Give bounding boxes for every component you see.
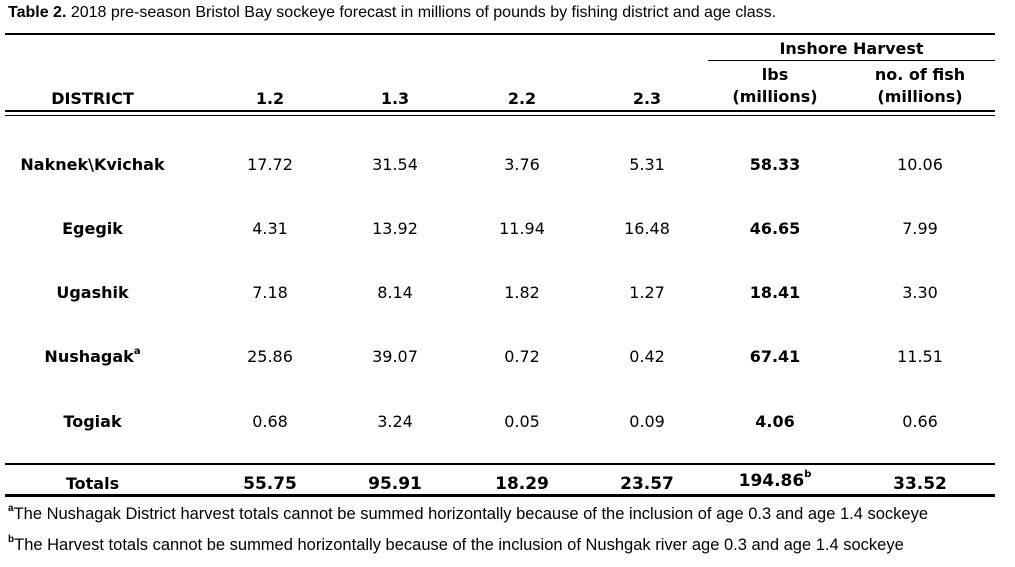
age-1-3-value: 3.24 <box>377 412 413 431</box>
age-1-3-value: 39.07 <box>372 347 418 366</box>
age-2-2-header: 2.2 <box>507 89 537 108</box>
age-2-3-value: 16.48 <box>624 219 670 238</box>
age-2-3-header: 2.3 <box>632 89 662 108</box>
age-1-2-value: 25.86 <box>247 347 293 366</box>
district-header: DISTRICT <box>51 89 134 108</box>
district-name: Naknek\Kvichak <box>20 155 165 174</box>
lbs-header-line1: lbs <box>761 65 789 84</box>
caption-label: Table 2. <box>8 4 67 21</box>
age-2-2-value: 1.82 <box>504 283 540 302</box>
district-name: Togiak <box>63 412 122 431</box>
age-2-3-value: 5.31 <box>629 155 665 174</box>
lbs-value: 58.33 <box>749 155 801 174</box>
total-age-2-2: 18.29 <box>495 474 549 494</box>
footnote-text: The Harvest totals cannot be summed hori… <box>14 536 904 554</box>
top-rule <box>5 33 995 35</box>
footnote-mark: a <box>8 502 14 514</box>
age-2-2-value: 0.05 <box>504 412 540 431</box>
fish-value: 3.30 <box>902 283 938 302</box>
lbs-value: 18.41 <box>749 283 801 302</box>
table-caption: Table 2. 2018 pre-season Bristol Bay soc… <box>8 4 776 22</box>
age-1-2-value: 0.68 <box>252 412 288 431</box>
total-age-1-2: 55.75 <box>243 474 297 494</box>
inshore-harvest-header: Inshore Harvest <box>779 39 924 58</box>
fish-value: 7.99 <box>902 219 938 238</box>
age-1-3-value: 8.14 <box>377 283 413 302</box>
district-name: Egegik <box>62 219 123 238</box>
age-2-2-value: 3.76 <box>504 155 540 174</box>
fish-header-line1: no. of fish <box>874 65 966 84</box>
age-1-2-header: 1.2 <box>255 89 285 108</box>
age-2-3-value: 1.27 <box>629 283 665 302</box>
footnote-mark: b <box>8 533 15 545</box>
fish-value: 11.51 <box>897 347 943 366</box>
footnote-b: bThe Harvest totals cannot be summed hor… <box>8 533 904 555</box>
fish-header-line2: (millions) <box>877 87 963 106</box>
total-fish: 33.52 <box>893 474 947 494</box>
district-name: Nushagaka <box>44 345 141 366</box>
footnote-a: aThe Nushagak District harvest totals ca… <box>8 502 929 524</box>
totals-rule <box>5 463 995 465</box>
age-2-2-value: 0.72 <box>504 347 540 366</box>
lbs-value: 4.06 <box>755 412 795 431</box>
age-1-2-value: 4.31 <box>252 219 288 238</box>
fish-value: 10.06 <box>897 155 943 174</box>
district-name: Ugashik <box>56 283 129 302</box>
total-lbs: 194.86b <box>738 469 812 491</box>
age-1-3-header: 1.3 <box>380 89 410 108</box>
totals-label: Totals <box>65 474 120 493</box>
total-age-1-3: 95.91 <box>368 474 422 494</box>
inshore-harvest-rule <box>708 60 995 61</box>
age-1-3-value: 31.54 <box>372 155 418 174</box>
lbs-value: 46.65 <box>749 219 801 238</box>
age-2-2-value: 11.94 <box>499 219 545 238</box>
age-1-2-value: 17.72 <box>247 155 293 174</box>
age-2-3-value: 0.09 <box>629 412 665 431</box>
bottom-rule <box>5 494 995 497</box>
age-1-3-value: 13.92 <box>372 219 418 238</box>
lbs-value: 67.41 <box>749 347 801 366</box>
age-2-3-value: 0.42 <box>629 347 665 366</box>
total-age-2-3: 23.57 <box>620 474 674 494</box>
header-rule-2 <box>5 115 995 116</box>
header-rule-1 <box>5 110 995 112</box>
fish-value: 0.66 <box>902 412 938 431</box>
age-1-2-value: 7.18 <box>252 283 288 302</box>
caption-text: 2018 pre-season Bristol Bay sockeye fore… <box>70 4 777 21</box>
lbs-header-line2: (millions) <box>732 87 818 106</box>
footnote-text: The Nushagak District harvest totals can… <box>13 505 929 523</box>
